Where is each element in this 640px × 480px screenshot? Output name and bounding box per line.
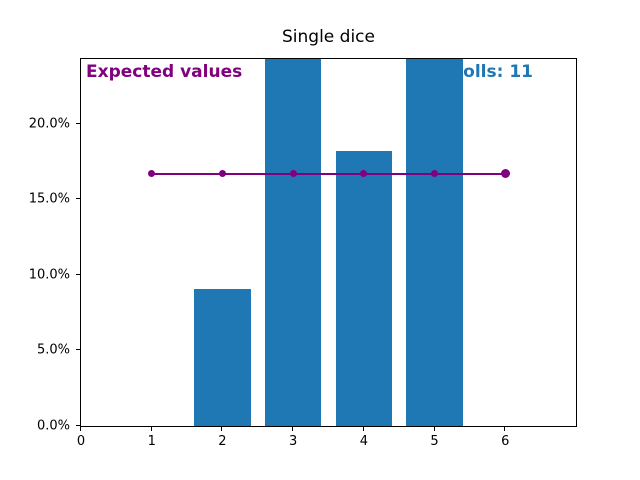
bar-5	[406, 59, 463, 426]
bar-4	[335, 151, 393, 426]
y-tick-label-15.0%: 15.0%	[28, 191, 70, 207]
bar-2	[194, 288, 251, 426]
x-tick-mark-6	[504, 427, 506, 431]
x-tick-mark-1	[150, 427, 152, 431]
line-marker-3	[289, 170, 297, 178]
y-tick-label-5.0%: 5.0%	[36, 342, 70, 358]
x-tick-mark-4	[362, 427, 364, 431]
chart-title: Single dice	[282, 27, 375, 47]
bar-3	[264, 59, 322, 426]
x-tick-mark-5	[433, 427, 435, 431]
annotation-rolls-count: Rolls: 11	[450, 62, 533, 82]
line-marker-4	[360, 170, 368, 178]
line-marker-6	[500, 169, 510, 179]
expected-value-line	[151, 172, 506, 175]
x-tick-label-2: 2	[218, 434, 227, 449]
y-tick-label-10.0%: 10.0%	[28, 267, 70, 283]
x-tick-mark-2	[221, 427, 223, 431]
y-tick-mark-15.0%	[76, 198, 80, 200]
line-marker-1	[148, 170, 156, 178]
x-tick-label-3: 3	[289, 434, 298, 449]
y-tick-label-0.0%: 0.0%	[36, 418, 70, 434]
x-tick-mark-3	[292, 427, 294, 431]
x-tick-label-0: 0	[76, 434, 86, 449]
x-tick-label-1: 1	[147, 434, 156, 449]
y-tick-label-20.0%: 20.0%	[28, 116, 70, 132]
x-tick-label-5: 5	[430, 434, 439, 449]
plot-area: Expected values Rolls: 11	[80, 58, 577, 427]
x-tick-mark-0	[80, 427, 81, 431]
x-tick-label-6: 6	[501, 434, 510, 449]
y-tick-mark-20.0%	[76, 122, 80, 124]
line-marker-2	[218, 170, 226, 178]
line-marker-5	[431, 170, 439, 178]
y-tick-mark-5.0%	[76, 349, 80, 351]
y-tick-mark-10.0%	[76, 273, 80, 275]
y-axis: 0.0% 5.0% 10.0% 15.0% 20.0%	[0, 58, 80, 434]
annotation-expected-values: Expected values	[86, 62, 243, 82]
y-tick-mark-0.0%	[76, 425, 80, 426]
x-axis: 0 1 2 3 4 5 6	[76, 427, 577, 457]
x-tick-label-4: 4	[359, 434, 368, 449]
